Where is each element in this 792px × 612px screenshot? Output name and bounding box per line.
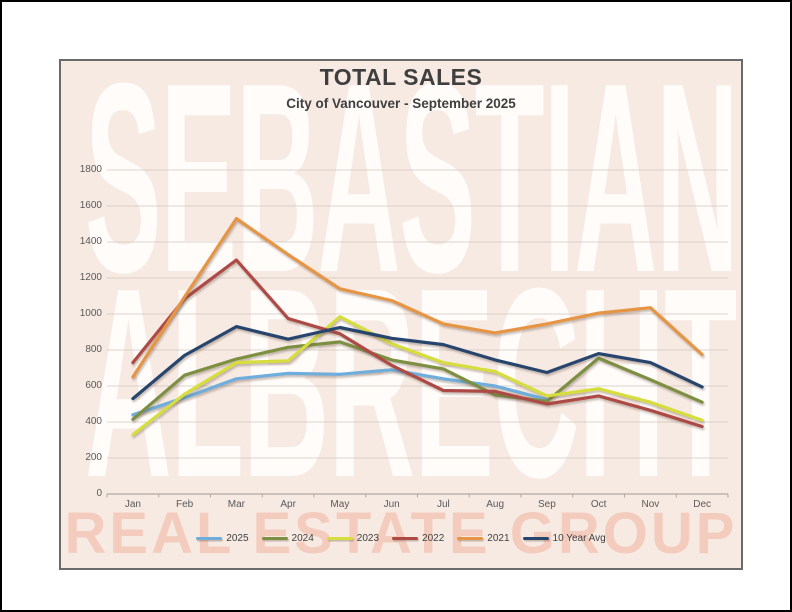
y-axis-label: 1000 (79, 308, 102, 319)
legend-swatch (522, 536, 549, 541)
y-axis-label: 600 (85, 380, 102, 391)
legend-label: 2023 (356, 533, 380, 544)
legend-label: 2025 (226, 533, 249, 544)
x-axis-label-jan: Jan (124, 499, 141, 510)
legend-swatch (261, 536, 288, 541)
legend-swatch (392, 536, 419, 541)
y-axis-label: 1200 (79, 272, 102, 283)
x-axis-label-sep: Sep (537, 499, 556, 510)
x-axis-label-feb: Feb (176, 499, 194, 510)
x-axis-label-dec: Dec (693, 499, 712, 510)
y-axis-label: 1400 (79, 236, 102, 247)
y-axis-label: 800 (85, 344, 102, 355)
legend-swatch (196, 536, 223, 541)
chart-title: TOTAL SALES (319, 64, 483, 90)
chart-legend: 2025 2024 2023 2022 2021 10 Year Avg (59, 533, 743, 544)
y-axis-label: 200 (85, 452, 102, 463)
x-axis-label-jul: Jul (436, 499, 450, 510)
x-axis-label-jun: Jun (383, 499, 400, 510)
legend-item-2024: 2024 (261, 533, 314, 544)
legend-item-10-year-avg: 10 Year Avg (522, 533, 606, 544)
legend-item-2025: 2025 (196, 533, 249, 544)
legend-swatch (326, 536, 353, 541)
watermark-line-2: ALBRECHT (85, 233, 737, 534)
legend-label: 10 Year Avg (552, 533, 606, 544)
x-axis-label-mar: Mar (227, 499, 245, 510)
chart-subtitle: City of Vancouver - September 2025 (286, 96, 516, 111)
legend-label: 2021 (487, 533, 510, 544)
y-axis-label: 0 (96, 488, 102, 499)
legend-swatch (457, 536, 484, 541)
x-axis-label-aug: Aug (486, 499, 505, 510)
watermark-line-3: REAL ESTATE GROUP (64, 501, 738, 566)
legend-label: 2022 (422, 533, 445, 544)
x-axis-label-apr: Apr (280, 499, 296, 510)
legend-item-2022: 2022 (392, 533, 444, 544)
y-axis-label: 1600 (79, 200, 102, 211)
legend-label: 2024 (291, 533, 314, 544)
legend-item-2021: 2021 (457, 533, 510, 544)
watermark-container: SEBASTIAN ALBRECHT REAL ESTATE GROUP (61, 61, 741, 568)
legend-item-2023: 2023 (326, 533, 380, 544)
x-axis-label-may: May (330, 499, 350, 510)
y-axis-label: 1800 (79, 164, 102, 175)
y-axis-label: 400 (85, 416, 102, 427)
x-axis-label-nov: Nov (641, 499, 660, 510)
x-axis-label-oct: Oct (590, 499, 607, 510)
